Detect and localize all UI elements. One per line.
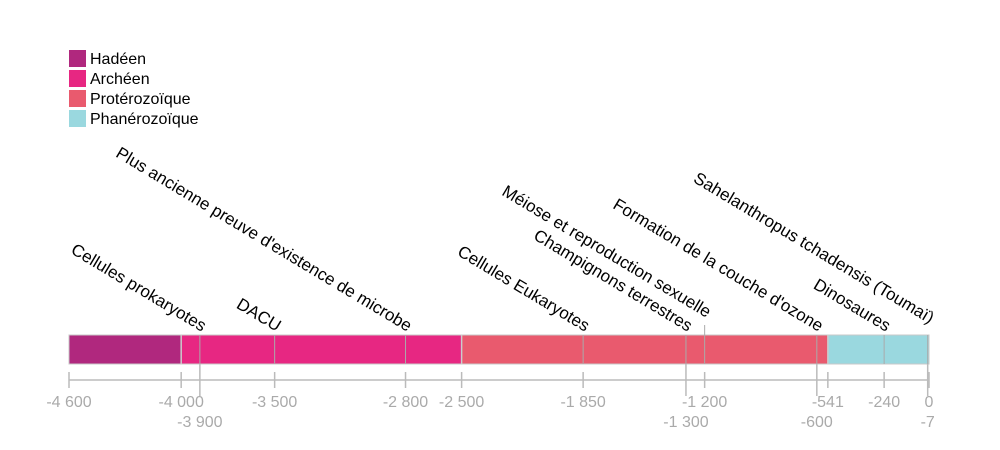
legend: Hadéen Archéen Protérozoïque Phanérozoïque <box>69 50 199 128</box>
bar-outline <box>68 334 930 365</box>
tick-label-5: -2 500 <box>439 394 484 411</box>
tick-label-6: -1 850 <box>560 394 605 411</box>
legend-label-1: Archéen <box>90 71 150 88</box>
legend-swatch-0 <box>69 50 86 67</box>
event-label-8: Sahelanthropus tchadensis (Toumaï) <box>690 169 937 328</box>
legend-label-0: Hadéen <box>90 51 146 68</box>
legend-label-3: Phanérozoïque <box>90 111 199 128</box>
tick-label-1: -4 000 <box>158 394 203 411</box>
tick-label-12: -7 <box>921 414 935 431</box>
legend-swatch-3 <box>69 110 86 127</box>
tick-label-4: -2 800 <box>383 394 428 411</box>
event-label-0: Cellules prokaryotes <box>68 240 210 336</box>
era-bar-3 <box>827 335 929 364</box>
era-bar-1 <box>181 335 462 364</box>
era-bar-2 <box>461 335 828 364</box>
tick-label-13: 0 <box>925 394 934 411</box>
tick-label-0: -4 600 <box>46 394 91 411</box>
era-bar-0 <box>69 335 182 364</box>
tick-label-8: -1 200 <box>682 394 727 411</box>
tick-label-9: -600 <box>801 414 833 431</box>
legend-swatch-2 <box>69 90 86 107</box>
event-label-1: DACU <box>233 294 284 335</box>
tick-label-2: -3 900 <box>177 414 222 431</box>
tick-label-3: -3 500 <box>252 394 297 411</box>
tick-label-10: -541 <box>812 394 844 411</box>
legend-swatch-1 <box>69 70 86 87</box>
legend-label-2: Protérozoïque <box>90 91 191 108</box>
tick-label-7: -1 300 <box>663 414 708 431</box>
tick-label-11: -240 <box>868 394 900 411</box>
